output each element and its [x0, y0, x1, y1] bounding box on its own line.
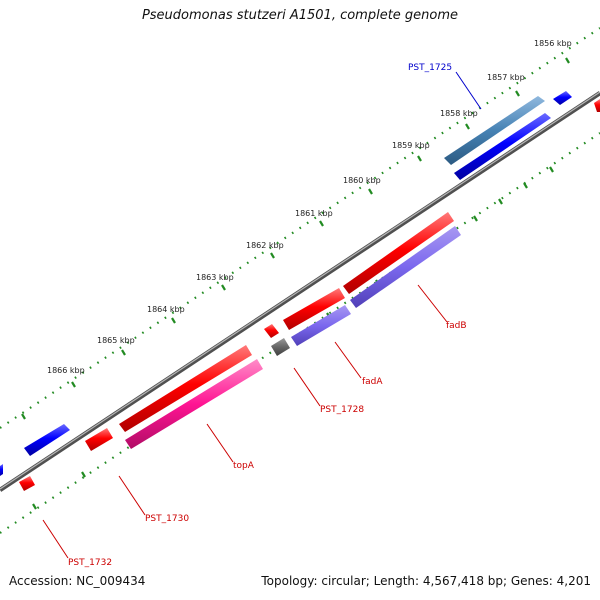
gene-label-fadB[interactable]: fadB: [446, 321, 467, 331]
genome-backbone: [0, 91, 600, 492]
gene-label-PST_1730[interactable]: PST_1730: [145, 514, 189, 524]
label-leaders: [42, 71, 482, 559]
gene-fadA-inner-arrow[interactable]: [291, 305, 351, 346]
gene-fadB-inner-arrow[interactable]: [350, 226, 461, 308]
kbp-label: 1865 kbp: [97, 336, 135, 345]
kbp-labels: 1856 kbp 1857 kbp 1858 kbp 1859 kbp 1860…: [47, 39, 572, 375]
gene-PST_1730-arrow[interactable]: [85, 428, 113, 451]
kbp-label: 1856 kbp: [534, 39, 572, 48]
kbp-label: 1866 kbp: [47, 366, 85, 375]
genome-summary-text: Topology: circular; Length: 4,567,418 bp…: [261, 574, 591, 588]
kbp-label: 1857 kbp: [487, 73, 525, 82]
gene-topA-inner-arrow[interactable]: [125, 359, 263, 449]
gene-small-red-arrow[interactable]: [264, 324, 279, 338]
forward-strand-genes: [19, 99, 600, 491]
gene-label-PST_1728[interactable]: PST_1728: [320, 405, 364, 415]
reverse-strand-genes: [0, 91, 572, 476]
kbp-label: 1860 kbp: [343, 176, 381, 185]
outer-tick-ring: [0, 27, 600, 429]
map-title: Pseudomonas stutzeri A1501, complete gen…: [141, 8, 459, 23]
gene-PST_1728-arrow[interactable]: [271, 338, 290, 356]
outer-major-ticks: [21, 57, 570, 420]
gene-blue-arrow[interactable]: [454, 113, 551, 180]
gene-PST_1725-arrow[interactable]: [444, 96, 545, 165]
gene-topA-arrow[interactable]: [119, 345, 252, 432]
gene-label-topA[interactable]: topA: [233, 461, 255, 471]
kbp-label: 1859 kbp: [392, 141, 430, 150]
accession-text: Accession: NC_009434: [9, 574, 146, 588]
gene-PST_1732-arrow[interactable]: [19, 476, 35, 491]
kbp-label: 1864 kbp: [147, 305, 185, 314]
kbp-label: 1858 kbp: [440, 109, 478, 118]
gene-label-PST_1725[interactable]: PST_1725: [408, 63, 452, 73]
gene-label-PST_1732[interactable]: PST_1732: [68, 558, 112, 568]
gene-edge-red-arrow[interactable]: [594, 99, 600, 112]
gene-fadB-arrow[interactable]: [343, 212, 454, 294]
kbp-label: 1863 kbp: [196, 273, 234, 282]
kbp-label: 1862 kbp: [246, 241, 284, 250]
gene-label-fadA[interactable]: fadA: [362, 377, 383, 387]
gene-blue-arrow[interactable]: [24, 424, 70, 456]
gene-blue-arrow[interactable]: [0, 464, 3, 476]
gene-fadA-arrow[interactable]: [283, 288, 345, 330]
gene-labels: PST_1725 fadB fadA PST_1728 topA PST_173…: [68, 63, 467, 568]
gene-blue-arrow[interactable]: [553, 91, 572, 105]
kbp-label: 1861 kbp: [295, 209, 333, 218]
